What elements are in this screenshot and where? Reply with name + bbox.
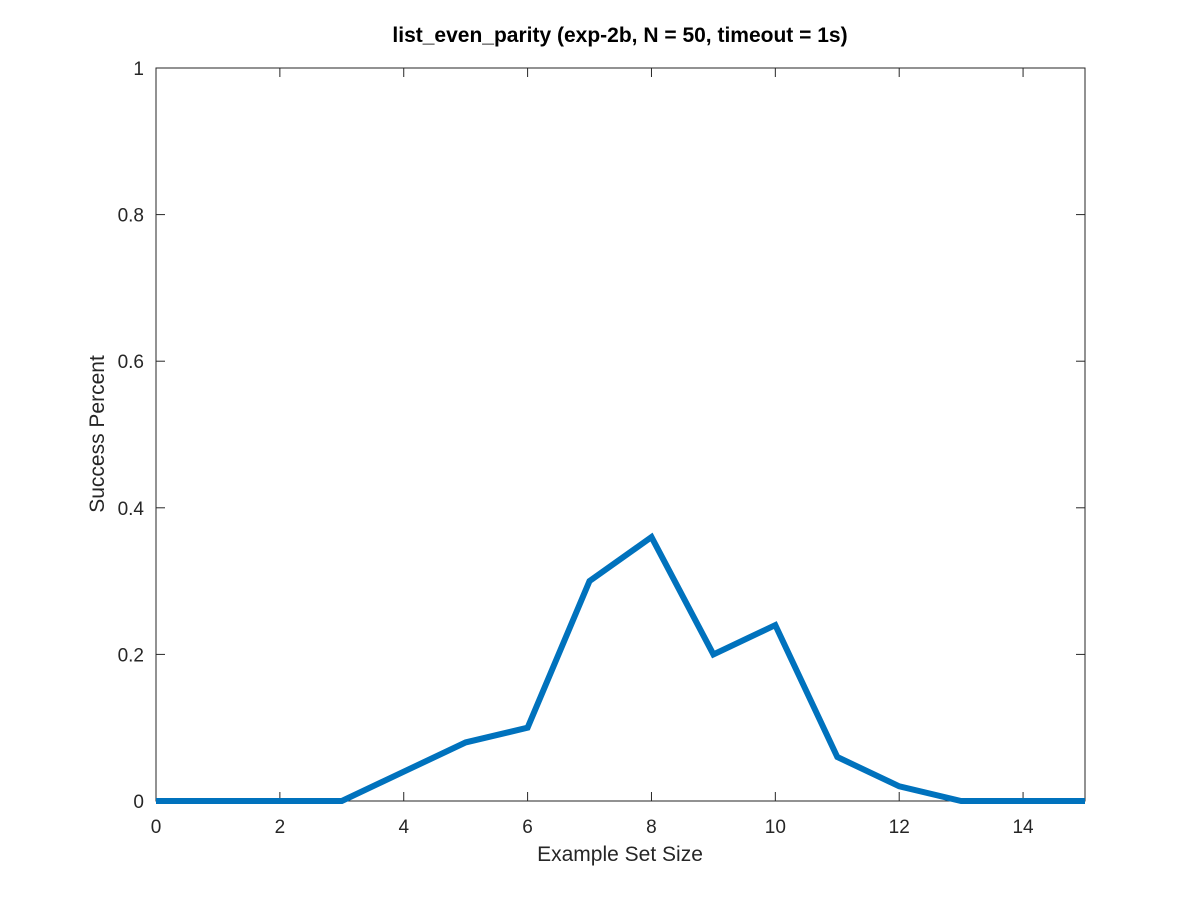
x-tick-label: 6 (522, 817, 533, 838)
y-tick-label: 0 (133, 792, 144, 813)
y-tick-label: 0.2 (118, 645, 144, 666)
y-tick-labels: 0 0.2 0.4 0.6 0.8 1 (118, 59, 145, 813)
x-tick-label: 12 (889, 817, 910, 838)
series-line (156, 532, 1085, 804)
x-tick-label: 14 (1012, 817, 1034, 838)
y-tick-label: 1 (133, 59, 144, 80)
y-axis-label: Success Percent (86, 355, 109, 513)
plot-area-box (155, 67, 1086, 802)
x-axis-label: Example Set Size (537, 843, 703, 866)
series-group (156, 532, 1085, 804)
y-tick-label: 0.6 (118, 352, 144, 373)
plot-frame (155, 67, 1086, 802)
x-tick-label: 8 (646, 817, 657, 838)
y-tick-label: 0.4 (118, 499, 145, 520)
x-tick-label: 0 (151, 817, 162, 838)
x-tick-label: 10 (765, 817, 786, 838)
y-tick-label: 0.8 (118, 206, 144, 227)
x-tick-labels: 0 2 4 6 8 10 12 14 (151, 817, 1034, 838)
x-tick-label: 2 (275, 817, 286, 838)
x-tick-label: 4 (398, 817, 409, 838)
chart-title: list_even_parity (exp-2b, N = 50, timeou… (392, 24, 847, 47)
